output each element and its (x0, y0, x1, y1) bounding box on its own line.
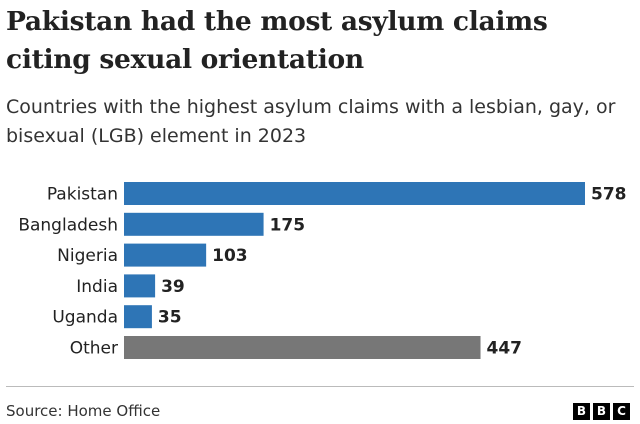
category-label-nigeria: Nigeria (57, 246, 118, 266)
bar-chart: Pakistan 578 Bangladesh 175 Nigeria 103 India 3… (18, 182, 627, 359)
bar-uganda (124, 305, 152, 329)
category-label-other: Other (70, 339, 118, 359)
bbc-logo-letter-3: C (613, 403, 630, 420)
value-label-uganda: 35 (158, 308, 182, 328)
category-label-pakistan: Pakistan (47, 185, 118, 205)
value-label-other: 447 (487, 339, 523, 359)
value-label-nigeria: 103 (212, 246, 248, 266)
chart-title: Pakistan had the most asylum claims citi… (6, 6, 548, 75)
bar-nigeria (124, 243, 207, 267)
bbc-logo-letter-1: B (573, 403, 590, 420)
category-label-india: India (76, 277, 118, 297)
footer-divider (6, 386, 634, 387)
bar-india (124, 274, 156, 298)
bar-pakistan (124, 182, 585, 205)
value-label-bangladesh: 175 (270, 215, 306, 235)
chart-subtitle: Countries with the highest asylum claims… (6, 96, 616, 147)
category-label-bangladesh: Bangladesh (18, 215, 118, 235)
category-label-uganda: Uganda (52, 308, 118, 328)
value-label-pakistan: 578 (591, 185, 627, 205)
bar-other (124, 336, 481, 359)
bbc-logo-letter-2: B (593, 403, 610, 420)
value-label-india: 39 (161, 277, 185, 297)
bar-bangladesh (124, 212, 264, 236)
source-note: Source: Home Office (6, 402, 161, 420)
bbc-logo: B B C (573, 403, 630, 420)
